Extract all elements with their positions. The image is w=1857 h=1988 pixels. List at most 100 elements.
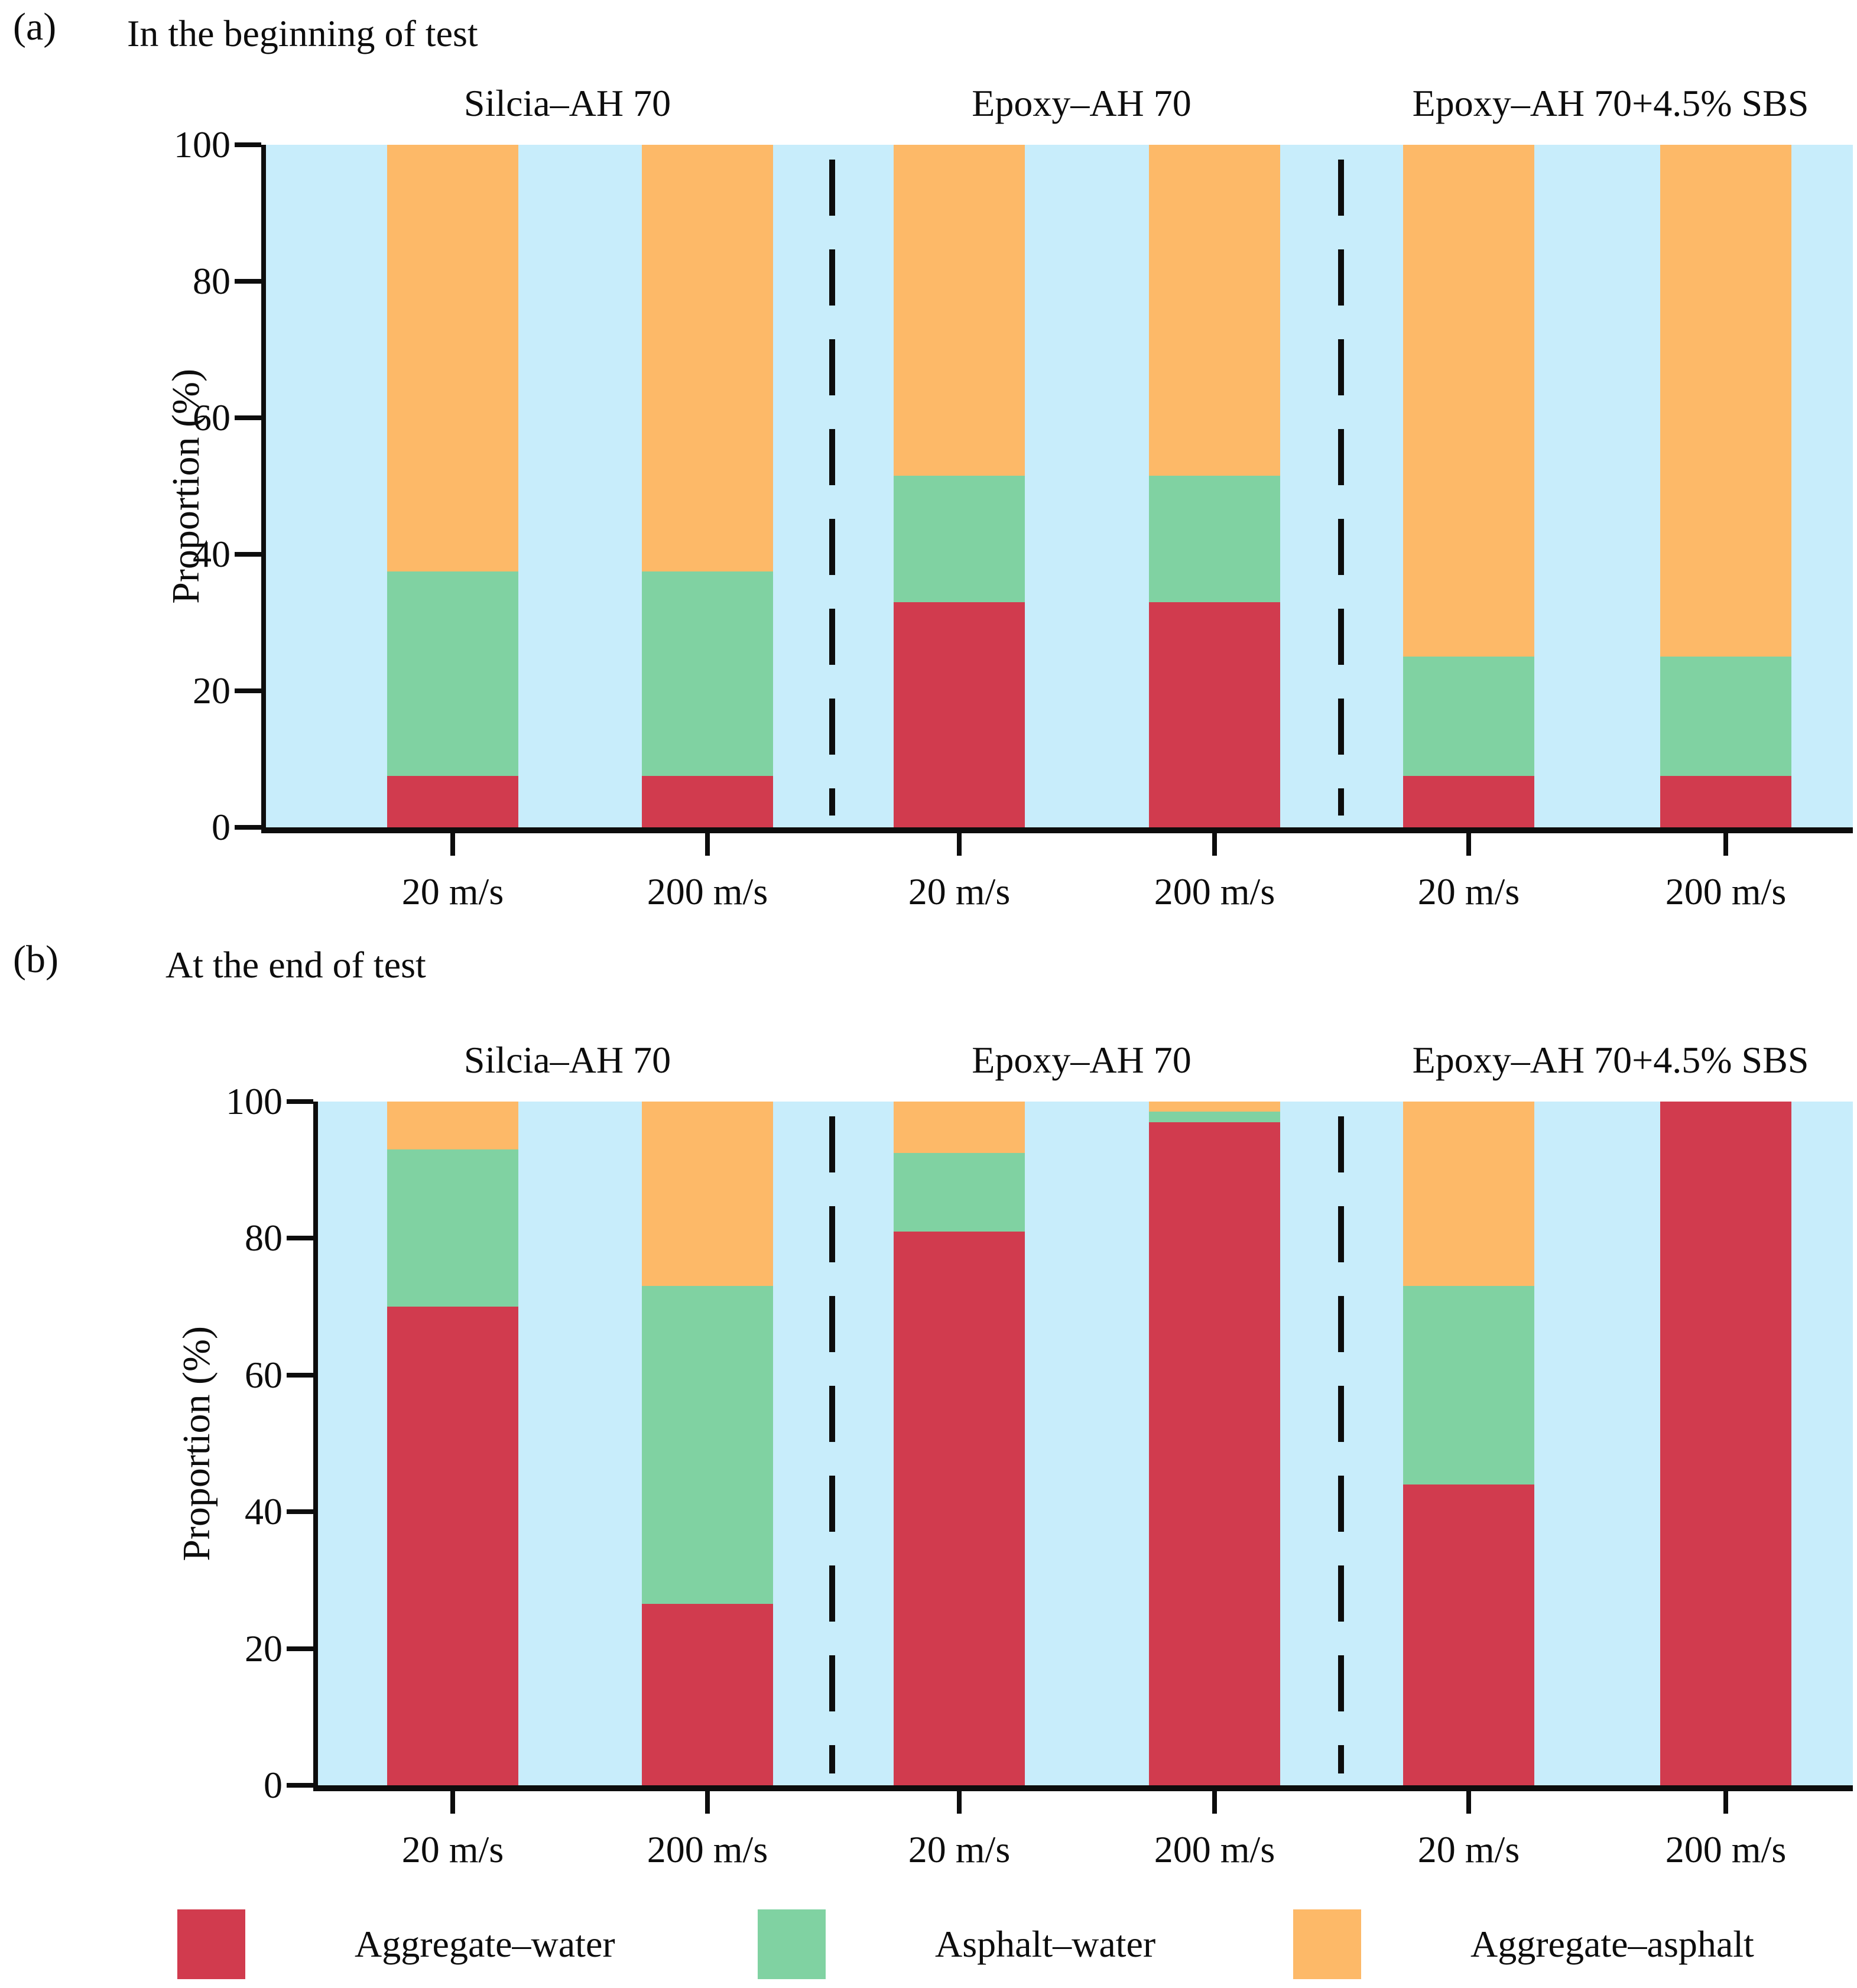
group-separator-dashed-line-2 <box>1338 160 1344 816</box>
y-axis-tick-label-100: 100 <box>226 1080 283 1122</box>
y-axis-tick-100 <box>235 142 261 147</box>
y-axis-tick-label-40: 40 <box>193 533 230 575</box>
bar-segment-asphalt-water <box>387 1149 518 1307</box>
y-axis-tick-60 <box>287 1372 313 1378</box>
x-axis-tick-label-4: 200 m/s <box>1154 1828 1275 1870</box>
bar-epoxy-ah-70-200-m-s <box>1149 145 1280 827</box>
bar-segment-aggregate-asphalt <box>1403 1102 1534 1287</box>
bar-segment-asphalt-water <box>894 476 1025 602</box>
bar-segment-aggregate-water <box>642 1604 773 1785</box>
bar-segment-aggregate-asphalt <box>1149 1102 1280 1112</box>
bar-epoxy-ah-70-4-5-sbs-200-m-s <box>1660 145 1791 827</box>
bar-segment-aggregate-water <box>387 776 518 827</box>
y-axis-title: Proportion (%) <box>164 368 207 604</box>
bar-epoxy-ah-70-20-m-s <box>894 1102 1025 1785</box>
x-axis-tick-6 <box>1723 1791 1728 1814</box>
group-header-silcia-ah-70: Silcia–AH 70 <box>463 82 671 124</box>
group-header-silcia-ah-70: Silcia–AH 70 <box>463 1039 671 1081</box>
bar-segment-aggregate-asphalt <box>387 1102 518 1149</box>
bar-segment-aggregate-water <box>642 776 773 827</box>
legend-item-aggregate-asphalt: Aggregate–asphalt <box>1293 1909 1754 1979</box>
y-axis-tick-label-40: 40 <box>245 1490 283 1533</box>
y-axis-tick-label-0: 0 <box>212 806 230 848</box>
panel-b-index-label: (b) <box>13 938 59 981</box>
x-axis-tick-4 <box>1212 1791 1217 1814</box>
x-axis-tick-4 <box>1212 833 1217 856</box>
bar-segment-aggregate-asphalt <box>387 145 518 571</box>
y-axis-tick-100 <box>287 1099 313 1104</box>
bar-segment-asphalt-water <box>1149 476 1280 602</box>
bar-segment-aggregate-water <box>1660 1102 1791 1785</box>
panel-b-plot-area: Silcia–AH 70 Epoxy–AH 70 Epoxy–AH 70+4.5% … <box>175 1040 1853 1870</box>
bar-epoxy-ah-70-4-5-sbs-20-m-s <box>1403 1102 1534 1785</box>
legend-swatch-asphalt-water <box>758 1909 826 1979</box>
y-axis-tick-40 <box>287 1509 313 1515</box>
x-axis-tick-3 <box>957 833 962 856</box>
bar-segment-aggregate-water <box>1660 776 1791 827</box>
x-axis-tick-label-6: 200 m/s <box>1665 870 1787 912</box>
bar-segment-aggregate-water <box>1149 1122 1280 1785</box>
group-separator-dashed-line-1 <box>829 1116 835 1773</box>
bar-segment-aggregate-asphalt <box>642 1102 773 1287</box>
panel-a-plot-area: Silcia–AH 70 Epoxy–AH 70 Epoxy–AH 70+4.5% … <box>164 83 1853 912</box>
group-header-epoxy-ah-70: Epoxy–AH 70 <box>972 1039 1192 1081</box>
x-axis-tick-label-4: 200 m/s <box>1154 870 1275 912</box>
bar-segment-aggregate-water <box>1403 1484 1534 1785</box>
y-axis-line <box>313 1102 318 1791</box>
y-axis-tick-0 <box>235 825 261 830</box>
bar-segment-aggregate-asphalt <box>894 1102 1025 1153</box>
y-axis-tick-80 <box>235 279 261 284</box>
y-axis-tick-label-80: 80 <box>193 260 230 302</box>
group-header-epoxy-ah-70-4-5-sbs: Epoxy–AH 70+4.5% SBS <box>1412 82 1809 124</box>
y-axis-tick-label-100: 100 <box>174 124 230 165</box>
y-axis-tick-20 <box>235 688 261 693</box>
y-axis-tick-label-60: 60 <box>193 397 230 438</box>
y-axis-tick-label-20: 20 <box>193 670 230 712</box>
bar-silcia-ah-70-20-m-s <box>387 145 518 827</box>
x-axis-tick-label-3: 20 m/s <box>908 1828 1011 1870</box>
y-axis-tick-label-60: 60 <box>245 1353 283 1396</box>
x-axis-tick-label-6: 200 m/s <box>1665 1828 1787 1870</box>
x-axis-tick-label-2: 200 m/s <box>647 870 768 912</box>
y-axis-tick-0 <box>287 1783 313 1788</box>
bar-segment-asphalt-water <box>642 1286 773 1604</box>
bar-epoxy-ah-70-4-5-sbs-20-m-s <box>1403 145 1534 827</box>
bar-segment-asphalt-water <box>642 571 773 777</box>
x-axis-tick-6 <box>1723 833 1728 856</box>
y-axis-title: Proportion (%) <box>175 1326 218 1561</box>
bar-segment-aggregate-asphalt <box>1149 145 1280 476</box>
group-header-epoxy-ah-70-4-5-sbs: Epoxy–AH 70+4.5% SBS <box>1412 1039 1809 1081</box>
bar-silcia-ah-70-200-m-s <box>642 1102 773 1785</box>
plot-background <box>266 145 1853 827</box>
y-axis-tick-20 <box>287 1646 313 1651</box>
bar-segment-aggregate-water <box>387 1307 518 1785</box>
legend-swatch-aggregate-asphalt <box>1293 1909 1361 1979</box>
x-axis-tick-label-2: 200 m/s <box>647 1828 768 1870</box>
y-axis-line <box>261 145 266 833</box>
group-separator-dashed-line-1 <box>829 160 835 816</box>
bar-segment-aggregate-asphalt <box>1660 145 1791 657</box>
bar-segment-aggregate-water <box>1149 602 1280 827</box>
x-axis-tick-3 <box>957 1791 962 1814</box>
panel-a-index-label: (a) <box>13 5 57 48</box>
legend-swatch-aggregate-water <box>177 1909 245 1979</box>
x-axis-tick-5 <box>1466 1791 1471 1814</box>
y-axis-tick-label-20: 20 <box>245 1627 283 1669</box>
legend-item-asphalt-water: Asphalt–water <box>758 1909 1155 1979</box>
bar-segment-aggregate-asphalt <box>894 145 1025 476</box>
legend-label-aggregate-water: Aggregate–water <box>355 1923 615 1965</box>
y-axis-tick-80 <box>287 1236 313 1241</box>
bar-silcia-ah-70-200-m-s <box>642 145 773 827</box>
x-axis-tick-label-1: 20 m/s <box>401 1828 504 1870</box>
legend-item-aggregate-water: Aggregate–water <box>177 1909 615 1979</box>
x-axis-line <box>261 827 1853 833</box>
x-axis-tick-label-5: 20 m/s <box>1417 1828 1520 1870</box>
bar-segment-aggregate-water <box>1403 776 1534 827</box>
x-axis-tick-label-3: 20 m/s <box>908 870 1011 912</box>
bar-segment-aggregate-asphalt <box>642 145 773 571</box>
bar-segment-asphalt-water <box>1403 657 1534 777</box>
y-axis-title-wrap: Proportion (%) <box>163 145 210 827</box>
x-axis-tick-label-5: 20 m/s <box>1417 870 1520 912</box>
bar-segment-asphalt-water <box>894 1152 1025 1232</box>
bar-epoxy-ah-70-20-m-s <box>894 145 1025 827</box>
